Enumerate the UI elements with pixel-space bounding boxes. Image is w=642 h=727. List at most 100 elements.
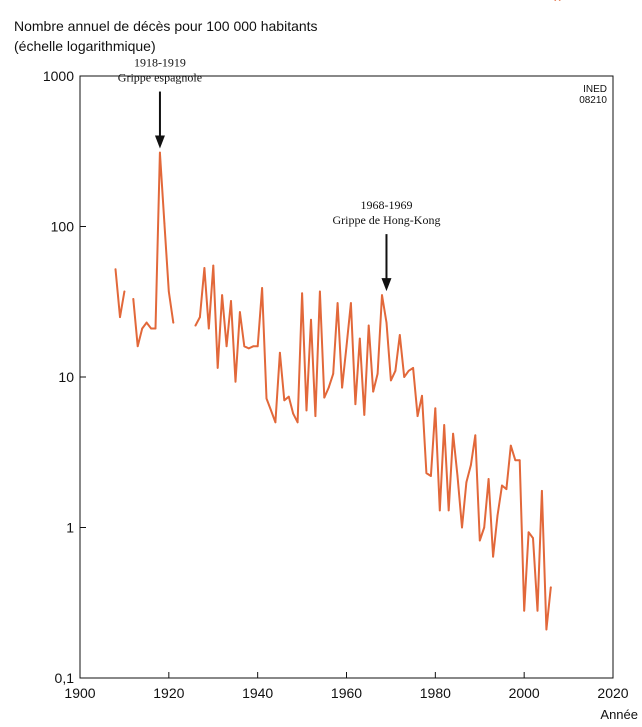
data-point <box>145 321 148 324</box>
data-point <box>150 327 152 330</box>
data-point <box>123 290 126 293</box>
data-point <box>376 372 379 375</box>
data-point <box>278 351 281 354</box>
data-point <box>509 444 512 447</box>
y-axis-title-line-1: Nombre annuel de décès pour 100 000 habi… <box>14 18 318 34</box>
x-tick-label: 1960 <box>331 685 362 701</box>
data-point <box>287 395 290 398</box>
data-point <box>518 459 521 462</box>
data-point <box>492 555 494 558</box>
source-tag: INED <box>583 84 607 95</box>
data-point <box>283 399 286 402</box>
y-tick-label: 1 <box>66 520 74 536</box>
data-point <box>407 369 410 372</box>
x-tick-label: 1900 <box>64 685 95 701</box>
data-point <box>234 380 237 383</box>
data-point <box>367 324 370 327</box>
data-point <box>221 294 224 297</box>
data-point <box>554 0 557 1</box>
data-point <box>483 526 486 529</box>
data-point <box>114 268 117 271</box>
data-point <box>385 321 388 324</box>
data-point <box>505 488 508 490</box>
data-point <box>390 379 392 382</box>
data-point <box>363 413 366 416</box>
data-point <box>429 475 432 477</box>
data-point <box>501 484 503 487</box>
x-tick-label: 1940 <box>242 685 273 701</box>
data-point <box>514 459 517 462</box>
data-point <box>381 294 383 297</box>
data-point <box>225 345 228 348</box>
data-point <box>532 537 534 540</box>
data-point <box>132 298 135 300</box>
data-point <box>212 264 215 267</box>
source-tag: 08210 <box>579 95 607 106</box>
data-point <box>327 386 330 389</box>
data-point <box>350 302 352 304</box>
data-point <box>305 409 308 412</box>
data-point <box>323 396 326 399</box>
data-point <box>136 345 139 348</box>
data-point <box>199 316 201 319</box>
data-point <box>216 366 219 369</box>
data-point <box>536 609 539 612</box>
data-point <box>487 478 490 480</box>
annotation-arrow-head <box>154 135 165 149</box>
data-point <box>438 509 441 512</box>
data-point <box>541 490 543 492</box>
data-point <box>421 394 423 397</box>
data-point <box>207 327 210 330</box>
y-tick-label: 0,1 <box>55 670 75 686</box>
y-tick-label: 10 <box>58 369 74 385</box>
data-point <box>163 222 166 225</box>
data-point <box>443 424 446 426</box>
data-point <box>194 324 197 327</box>
data-point <box>341 386 343 389</box>
data-point <box>496 514 499 517</box>
data-point <box>203 267 206 269</box>
data-point <box>243 345 246 348</box>
annotation-label: Grippe espagnole <box>118 71 202 85</box>
annotation-arrow-head <box>381 278 392 292</box>
data-point <box>270 409 272 412</box>
data-point <box>416 415 419 417</box>
data-point <box>230 300 232 302</box>
data-point <box>403 376 406 378</box>
data-point <box>461 526 463 529</box>
data-point <box>354 403 357 406</box>
y-tick-label: 1000 <box>43 68 74 84</box>
data-point <box>154 327 157 330</box>
series-line-segment <box>132 151 175 348</box>
data-point <box>310 318 312 321</box>
data-point <box>447 509 450 512</box>
data-point <box>452 432 454 435</box>
data-point <box>434 407 437 410</box>
data-point <box>527 531 530 534</box>
data-point <box>545 628 548 631</box>
annotation-label: Grippe de Hong-Kong <box>332 213 440 227</box>
x-tick-label: 2020 <box>597 685 628 701</box>
annotation-label: 1968-1969 <box>360 198 412 212</box>
series-line-segment <box>114 268 126 319</box>
data-point <box>336 302 339 304</box>
data-point <box>256 345 259 348</box>
data-point <box>478 539 481 542</box>
data-point <box>159 151 161 154</box>
data-point <box>523 609 526 612</box>
data-point <box>318 290 321 293</box>
data-point <box>172 321 175 324</box>
y-tick-label: 100 <box>51 219 75 235</box>
data-point <box>239 311 241 313</box>
data-point <box>456 475 459 477</box>
data-point <box>465 481 468 484</box>
annotation-label: 1918-1919 <box>134 56 186 70</box>
data-point <box>167 290 170 293</box>
data-point <box>261 287 264 289</box>
y-axis-title-line-2: (échelle logarithmique) <box>14 38 156 54</box>
data-point <box>469 464 472 466</box>
data-point <box>372 390 375 393</box>
data-point <box>265 397 268 400</box>
